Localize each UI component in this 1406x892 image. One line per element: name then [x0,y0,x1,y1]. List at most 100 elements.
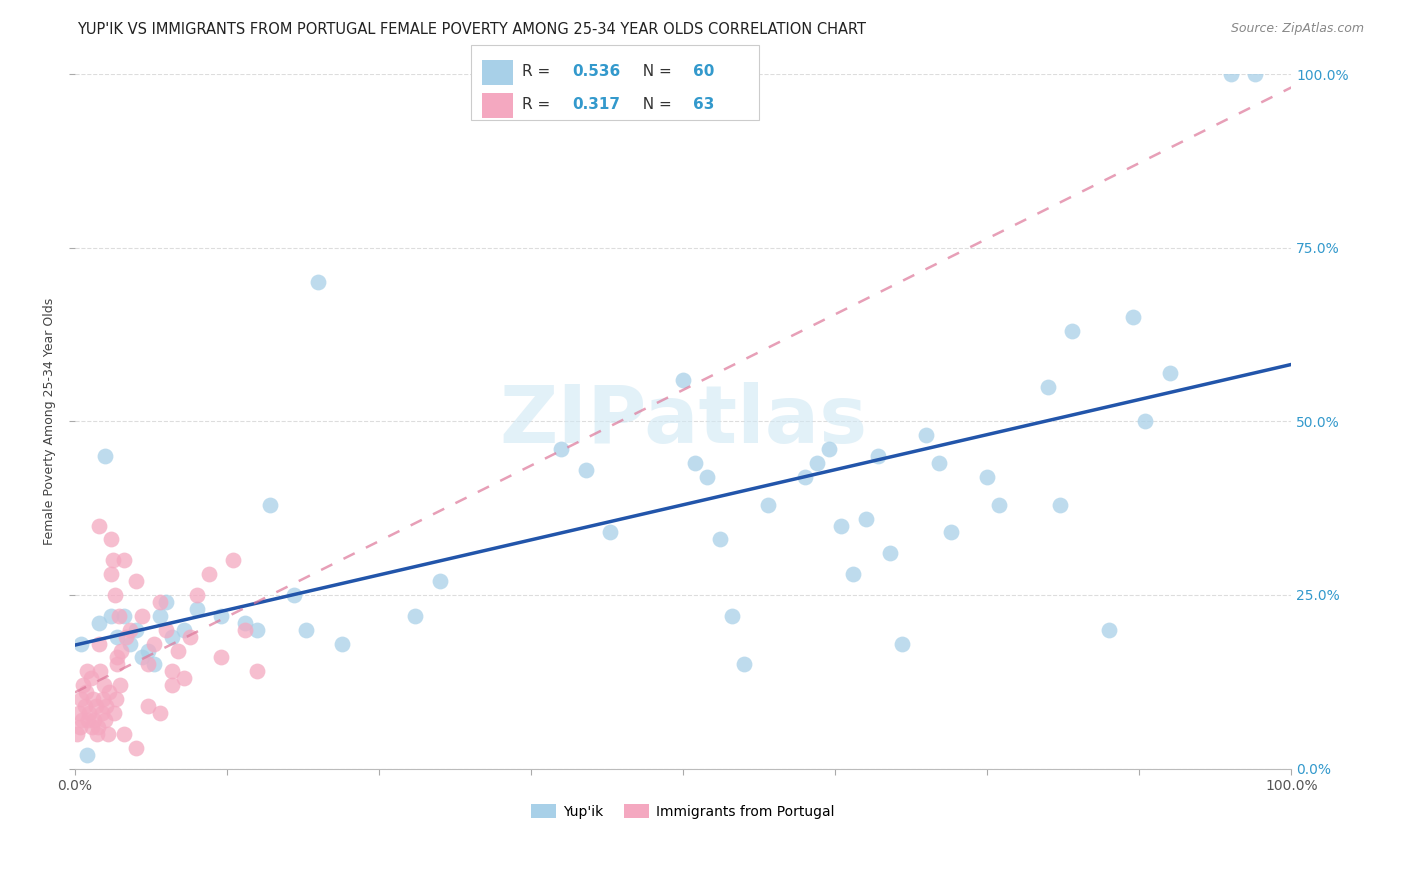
Point [70,713,93,727]
Point [107,650,129,665]
Point [110,643,132,657]
Point [259,498,281,512]
Point [79,671,101,685]
Text: 63: 63 [693,97,714,112]
Point [976,470,998,484]
Point [818,442,841,456]
Point [988,498,1011,512]
Point [1036,379,1059,393]
Point [86,727,108,741]
Point [186,588,208,602]
Point [283,588,305,602]
Point [599,525,621,540]
Point [118,637,141,651]
Point [149,608,172,623]
Point [72,678,94,692]
Point [756,498,779,512]
Point [76,665,98,679]
Point [155,595,177,609]
Point [1049,498,1071,512]
Point [131,650,153,665]
Point [149,595,172,609]
Point [891,637,914,651]
Point [246,665,269,679]
Point [75,685,97,699]
Point [179,630,201,644]
Point [89,637,111,651]
Point [720,608,742,623]
Point [73,699,96,714]
Point [155,623,177,637]
Point [575,463,598,477]
Point [94,449,117,463]
Point [855,511,877,525]
Point [125,574,148,588]
Point [332,637,354,651]
Point [209,608,232,623]
Point [89,615,111,630]
Point [550,442,572,456]
Point [93,678,115,692]
Point [1219,67,1241,81]
Point [107,608,129,623]
Point [683,456,706,470]
Point [101,553,124,567]
Point [160,665,183,679]
Point [136,657,159,672]
Point [307,276,329,290]
Point [709,533,731,547]
Point [76,747,98,762]
Point [222,553,245,567]
Point [89,665,111,679]
Point [79,706,101,720]
Point [112,727,135,741]
Point [87,720,110,734]
Point [842,567,865,582]
Point [160,678,183,692]
Point [97,727,120,741]
Text: Source: ZipAtlas.com: Source: ZipAtlas.com [1230,22,1364,36]
Point [939,525,962,540]
Text: 0.536: 0.536 [572,64,620,79]
Point [97,685,120,699]
Point [136,643,159,657]
Point [103,706,125,720]
Point [77,713,100,727]
Point [1062,324,1084,338]
Point [672,373,695,387]
Point [879,546,901,560]
Text: ZIPatlas: ZIPatlas [499,383,868,460]
Point [173,671,195,685]
Point [1243,67,1265,81]
Point [107,657,129,672]
Point [233,615,256,630]
Point [928,456,950,470]
Point [118,623,141,637]
Point [67,706,90,720]
Point [90,706,112,720]
Point [197,567,219,582]
Point [83,713,105,727]
Point [830,518,852,533]
Point [96,699,118,714]
Point [100,533,122,547]
Point [167,643,190,657]
Point [149,706,172,720]
Point [429,574,451,588]
Point [84,699,107,714]
Point [142,657,165,672]
Text: 60: 60 [693,64,714,79]
Y-axis label: Female Poverty Among 25-34 Year Olds: Female Poverty Among 25-34 Year Olds [44,298,56,545]
Point [246,623,269,637]
Text: N =: N = [633,97,676,112]
Point [125,740,148,755]
Point [733,657,755,672]
Point [142,637,165,651]
Point [233,623,256,637]
Point [1122,310,1144,325]
Point [160,630,183,644]
Point [108,678,131,692]
Point [696,470,718,484]
Text: YUP'IK VS IMMIGRANTS FROM PORTUGAL FEMALE POVERTY AMONG 25-34 YEAR OLDS CORRELAT: YUP'IK VS IMMIGRANTS FROM PORTUGAL FEMAL… [77,22,866,37]
Point [94,713,117,727]
